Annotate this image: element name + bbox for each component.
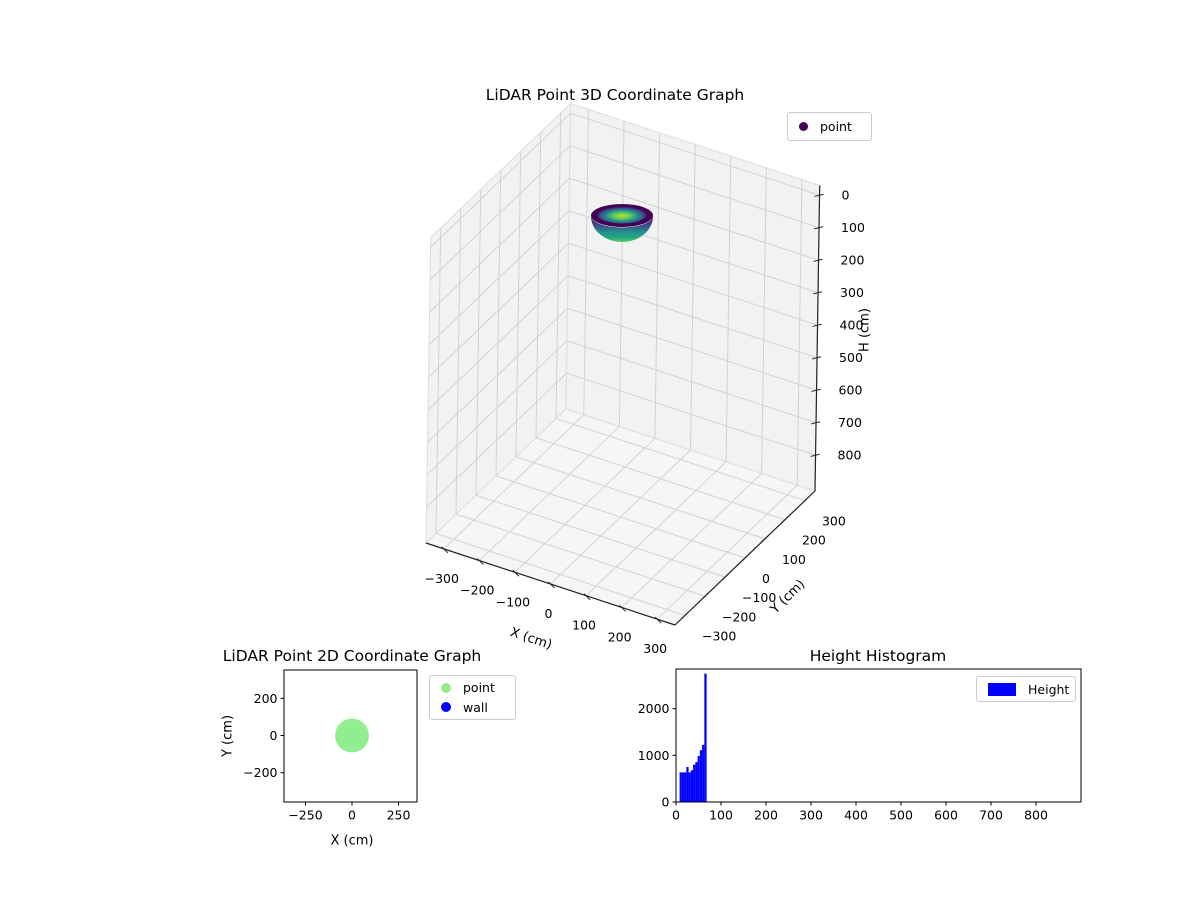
hist-bar <box>679 772 682 802</box>
point-scatter-circle <box>335 718 369 753</box>
plot2d-axes: −250 0 250 −200 0 200 <box>243 669 418 823</box>
tick-label: 0 <box>672 808 680 823</box>
point-legend-marker <box>441 682 451 693</box>
legend-entry-point: point <box>430 680 515 695</box>
tick-label: 200 <box>608 629 632 644</box>
tick-label: 0 <box>842 188 850 203</box>
hist-bar <box>699 750 703 802</box>
tick-label: −300 <box>702 628 736 643</box>
tick-label: −200 <box>722 609 756 624</box>
tick-label: 300 <box>799 808 823 823</box>
tick-label: 700 <box>979 808 1003 823</box>
tick-label: 100 <box>782 552 806 567</box>
wall-legend-label: wall <box>463 699 488 715</box>
hist-bar <box>681 772 685 802</box>
tick-label: 100 <box>572 618 596 633</box>
tick-label: 0 <box>662 795 670 810</box>
tick-label: 500 <box>839 350 863 365</box>
hist-axes: 0 100 200 300 400 500 600 700 800 0 1000 2000 <box>638 668 1082 823</box>
tick-label: 2000 <box>638 701 670 716</box>
tick-label: 250 <box>387 808 411 823</box>
tick-label: 200 <box>754 808 778 823</box>
tick-label: 300 <box>840 285 864 300</box>
height-legend-swatch <box>988 682 1016 696</box>
point-legend-label: point <box>463 680 495 696</box>
tick-label: −200 <box>460 583 494 598</box>
tick-label: 200 <box>841 253 865 268</box>
tick-label: 300 <box>643 641 667 656</box>
plot2d-x-axis-label: X (cm) <box>330 833 374 849</box>
point-legend-label: point <box>820 119 852 134</box>
plot3d-z-axis-label: H (cm) <box>857 308 873 352</box>
tick-label: −100 <box>742 590 776 605</box>
tick-label: 500 <box>889 808 913 823</box>
point-cloud-bowl <box>591 204 653 242</box>
tick-label: 400 <box>844 808 868 823</box>
hist-bar <box>697 756 700 802</box>
plot3d-title: LiDAR Point 3D Coordinate Graph <box>485 86 745 104</box>
legend-entry-wall: wall <box>430 700 515 715</box>
tick-label: 0 <box>545 606 553 621</box>
hist-bar <box>686 767 689 802</box>
hist-bar <box>690 770 694 802</box>
tick-label: 100 <box>709 808 733 823</box>
tick-label: 400 <box>840 318 864 333</box>
plot3d-axes: −300−200−1000100200300−300−200−100010020… <box>425 102 865 656</box>
plot2d-y-axis-label: Y (cm) <box>220 714 236 758</box>
tick-label: 200 <box>254 691 278 706</box>
hist-bar <box>695 762 698 802</box>
tick-label: 600 <box>934 808 958 823</box>
tick-label: 700 <box>838 415 862 430</box>
hist-bar <box>688 772 691 802</box>
tick-label: 100 <box>841 220 865 235</box>
point-legend-marker <box>799 122 808 131</box>
plot2d-title: LiDAR Point 2D Coordinate Graph <box>222 647 482 665</box>
tick-label: 200 <box>802 533 826 548</box>
legend-entry-point: point <box>788 119 871 134</box>
hist-bar <box>693 764 696 802</box>
height-legend-label: Height <box>1028 681 1070 697</box>
tick-label: −200 <box>243 765 277 780</box>
tick-label: 1000 <box>638 748 670 763</box>
hist-bar <box>684 772 687 802</box>
tick-label: 600 <box>839 383 863 398</box>
tick-label: 0 <box>348 808 356 823</box>
tick-label: 300 <box>822 514 846 529</box>
tick-label: −300 <box>425 571 459 586</box>
wall-legend-marker <box>441 702 451 713</box>
tick-label: −250 <box>288 808 322 823</box>
legend-entry-height: Height <box>977 682 1075 697</box>
hist-bar <box>704 673 707 802</box>
hist-title: Height Histogram <box>809 647 947 665</box>
tick-label: 800 <box>1024 808 1048 823</box>
hist-bar <box>702 744 705 802</box>
tick-label: 0 <box>762 571 770 586</box>
tick-label: 800 <box>838 448 862 463</box>
plot2d-legend: point wall <box>429 675 516 720</box>
plot3d-legend: point <box>787 112 872 141</box>
tick-label: −100 <box>496 594 530 609</box>
tick-label: 0 <box>270 728 278 743</box>
hist-legend: Height <box>976 676 1076 702</box>
